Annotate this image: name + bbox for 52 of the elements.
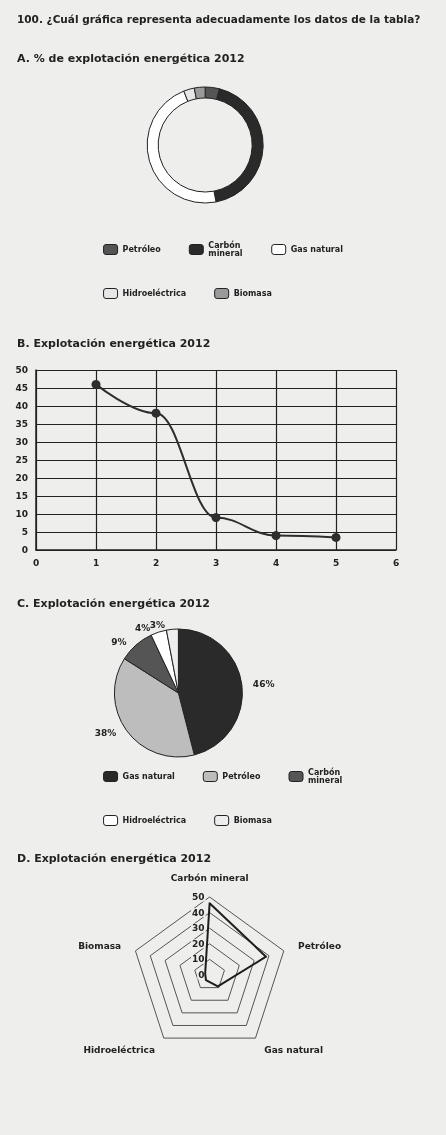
x-tick-label: 3 — [212, 557, 220, 568]
data-label: 38% — [94, 727, 117, 738]
legend-label: Carbón mineral — [208, 240, 244, 258]
point — [211, 513, 221, 523]
point — [151, 408, 161, 418]
y-tick-label: 5 — [21, 527, 28, 537]
y-tick-label: 15 — [15, 491, 28, 501]
legend-label: Petróleo — [222, 771, 262, 781]
y-tick-label: 35 — [15, 419, 28, 429]
y-tick-label: 20 — [192, 938, 205, 949]
y-tick-label: 10 — [15, 509, 28, 519]
legend-label: Biomasa — [233, 816, 272, 825]
x-tick-label: 2 — [152, 557, 160, 568]
y-tick-label: 50 — [192, 892, 205, 902]
y-tick-label: 20 — [15, 473, 28, 483]
x-tick-label: 6 — [392, 557, 400, 568]
spoke-label: Hidroeléctrica — [83, 1045, 155, 1056]
spoke-label: Gas natural — [264, 1045, 324, 1056]
chart-title: B. Explotación energética 2012 — [17, 337, 211, 350]
y-tick-label: 30 — [192, 923, 205, 934]
spoke-label: Carbón mineral — [170, 872, 249, 883]
chart-title: A. % de explotación energética 2012 — [17, 52, 245, 65]
chart-title: C. Explotación energética 2012 — [17, 597, 211, 610]
text: 100. ¿Cuál gráfica representa adecuadamente los datos de la tabla? — [17, 12, 421, 25]
legend-label: Carbón mineral — [308, 767, 343, 785]
x-tick-label: 4 — [272, 557, 280, 568]
legend-label: Hidroeléctrica — [122, 815, 187, 825]
data-label: 9% — [111, 636, 127, 647]
chart-title: D. Explotación energética 2012 — [17, 852, 212, 865]
x-tick-label: 1 — [92, 557, 100, 568]
data-label: 46% — [252, 679, 275, 690]
legend-label: Gas natural — [290, 245, 344, 254]
y-tick-label: 45 — [15, 383, 28, 393]
y-tick-label: 0 — [21, 545, 28, 555]
data-label: 4% — [135, 623, 151, 634]
x-tick-label: 0 — [32, 557, 40, 568]
data-label: 3% — [149, 620, 165, 631]
y-tick-label: 25 — [15, 455, 28, 465]
legend-label: Petróleo — [122, 244, 162, 254]
legend-label: Hidroeléctrica — [122, 288, 187, 298]
point — [271, 531, 281, 541]
y-tick-label: 40 — [192, 907, 205, 918]
legend-label: Gas natural — [122, 772, 176, 781]
spoke-label: Biomasa — [78, 941, 122, 952]
x-tick-label: 5 — [332, 557, 340, 568]
spoke-label: Petróleo — [298, 941, 342, 952]
point — [91, 379, 101, 389]
y-tick-label: 30 — [15, 437, 28, 447]
y-tick-label: 40 — [15, 401, 28, 411]
y-tick-label: 50 — [15, 365, 28, 375]
legend-label: Biomasa — [233, 289, 272, 298]
point — [331, 532, 341, 542]
